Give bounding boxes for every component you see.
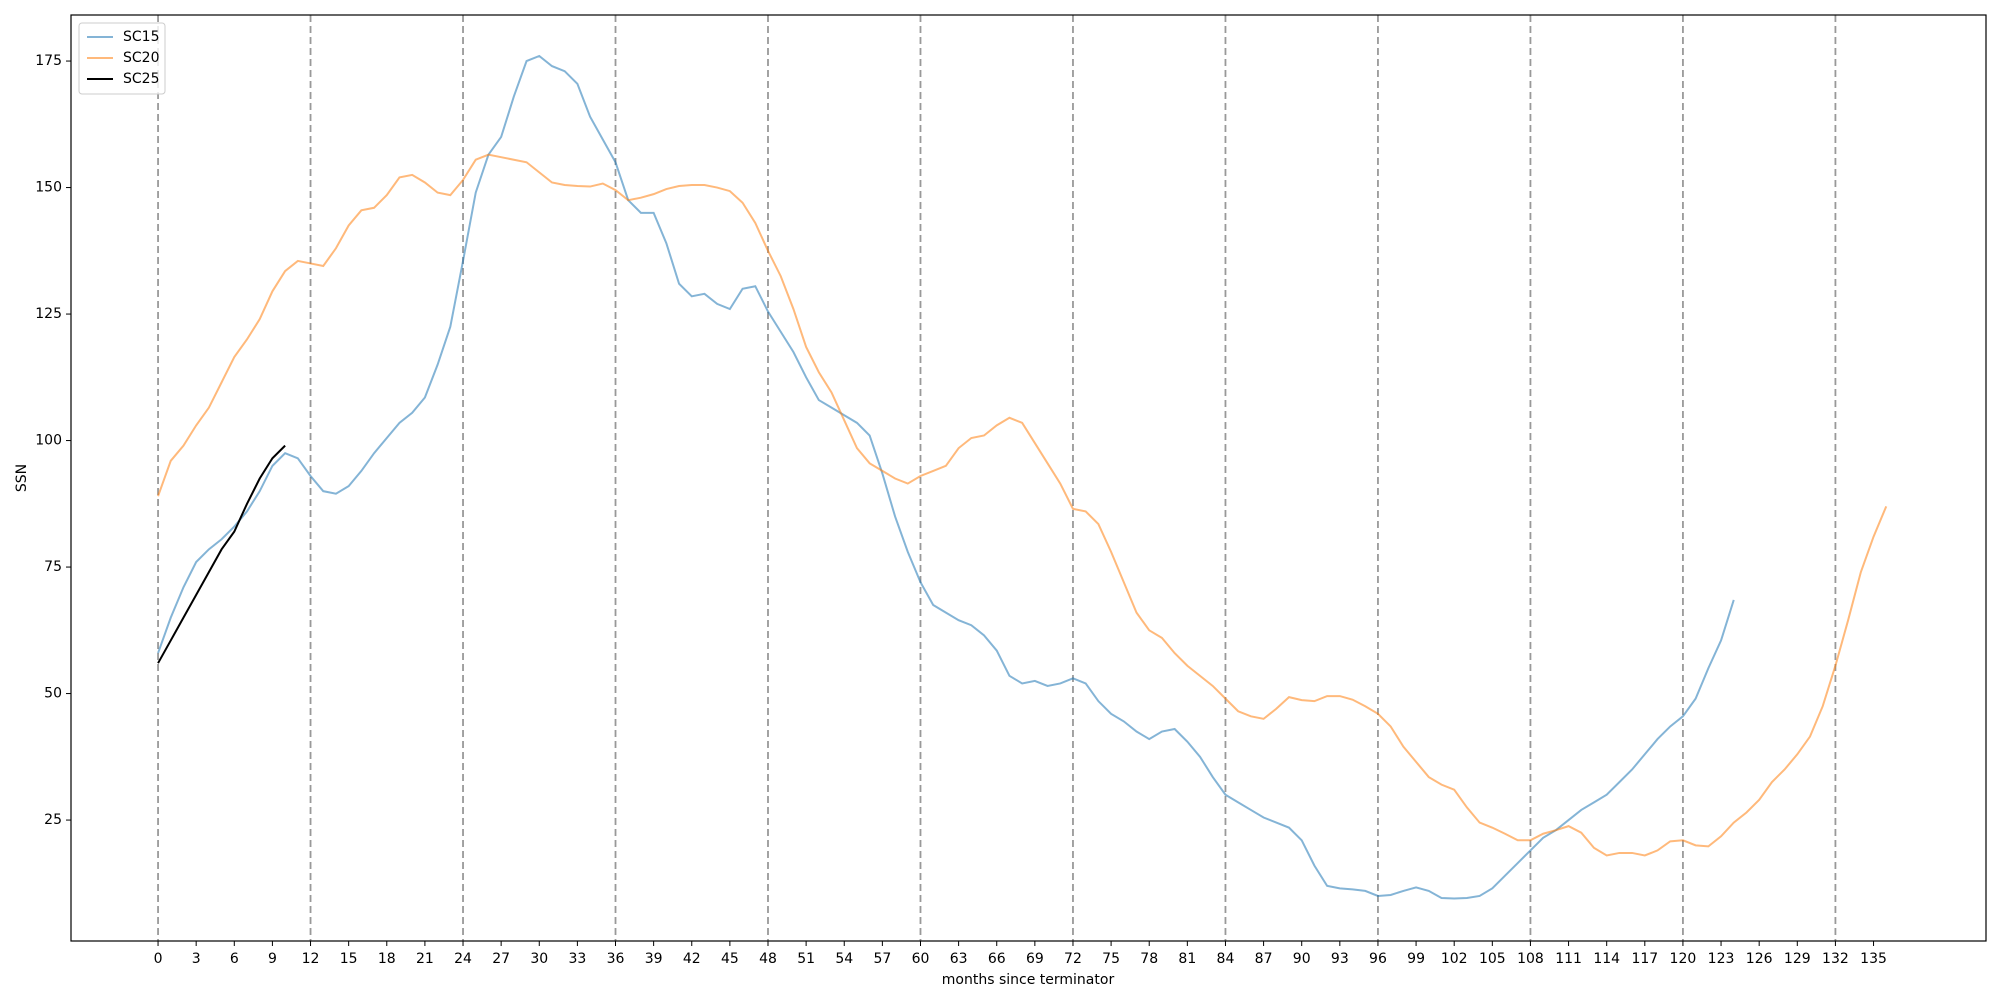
x-tick-label: 135 — [1860, 951, 1887, 967]
x-tick-label: 3 — [192, 951, 201, 967]
x-tick-label: 9 — [268, 951, 277, 967]
y-tick-label: 100 — [35, 433, 62, 449]
series-line — [157, 444, 286, 664]
x-tick-label: 33 — [568, 951, 586, 967]
x-tick-label: 15 — [340, 951, 358, 967]
x-tick-label: 114 — [1593, 951, 1620, 967]
x-tick-label: 93 — [1331, 951, 1349, 967]
y-axis-label: SSN — [14, 464, 30, 492]
x-tick-label: 132 — [1822, 951, 1849, 967]
x-axis-label: months since terminator — [942, 972, 1115, 988]
x-tick-label: 12 — [302, 951, 320, 967]
x-tick-label: 111 — [1555, 951, 1582, 967]
x-tick-label: 30 — [530, 951, 548, 967]
x-tick-label: 123 — [1708, 951, 1735, 967]
plot-frame — [70, 14, 1987, 942]
x-tick-label: 60 — [912, 951, 930, 967]
x-tick-label: 51 — [797, 951, 815, 967]
x-tick-label: 117 — [1631, 951, 1658, 967]
x-tick-label: 72 — [1064, 951, 1082, 967]
x-tick-label: 126 — [1746, 951, 1773, 967]
x-tick-label: 48 — [759, 951, 777, 967]
y-tick-label: 25 — [44, 812, 62, 828]
y-tick-label: 175 — [35, 53, 62, 69]
x-tick-label: 108 — [1517, 951, 1544, 967]
x-tick-label: 24 — [454, 951, 472, 967]
x-tick-label: 78 — [1140, 951, 1158, 967]
x-tick-label: 21 — [416, 951, 434, 967]
x-tick-label: 99 — [1407, 951, 1425, 967]
x-tick-label: 105 — [1479, 951, 1506, 967]
x-tick-label: 84 — [1217, 951, 1235, 967]
x-tick-label: 87 — [1255, 951, 1273, 967]
x-tick-label: 69 — [1026, 951, 1044, 967]
x-tick-label: 18 — [378, 951, 396, 967]
x-tick-label: 27 — [492, 951, 510, 967]
x-tick-label: 129 — [1784, 951, 1811, 967]
x-tick-label: 90 — [1293, 951, 1311, 967]
x-tick-label: 0 — [154, 951, 163, 967]
y-tick-label: 125 — [35, 306, 62, 322]
x-tick-label: 63 — [950, 951, 968, 967]
x-tick-label: 6 — [230, 951, 239, 967]
series-line — [157, 54, 1735, 900]
y-tick-label: 150 — [35, 180, 62, 196]
legend-label: SC25 — [123, 71, 159, 87]
x-tick-label: 75 — [1102, 951, 1120, 967]
x-tick-label: 120 — [1670, 951, 1697, 967]
x-tick-label: 66 — [988, 951, 1006, 967]
x-tick-label: 36 — [607, 951, 625, 967]
x-tick-label: 57 — [873, 951, 891, 967]
x-tick-label: 102 — [1441, 951, 1468, 967]
legend-label: SC15 — [123, 29, 159, 45]
legend-label: SC20 — [123, 50, 159, 66]
x-tick-label: 45 — [721, 951, 739, 967]
y-tick-label: 50 — [44, 686, 62, 702]
legend-box — [78, 22, 166, 95]
x-tick-label: 54 — [835, 951, 853, 967]
x-tick-label: 39 — [645, 951, 663, 967]
x-tick-label: 42 — [683, 951, 701, 967]
x-tick-label: 81 — [1178, 951, 1196, 967]
y-tick-label: 75 — [44, 559, 62, 575]
series-line — [157, 153, 1888, 857]
x-tick-label: 96 — [1369, 951, 1387, 967]
